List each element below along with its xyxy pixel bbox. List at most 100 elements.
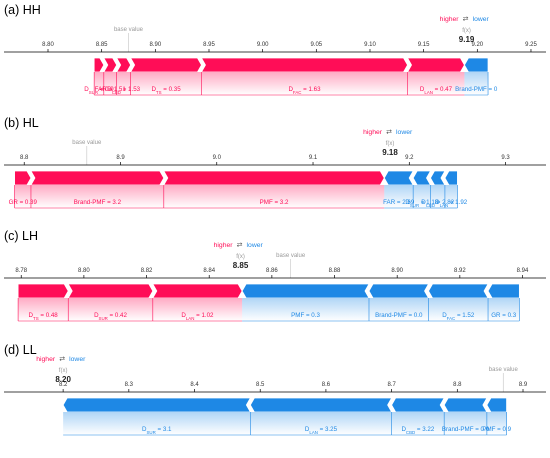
positive-bar-segment: [93, 57, 105, 73]
positive-shade: [18, 298, 69, 321]
legend: higher ⇄ lower: [363, 129, 413, 136]
base-value-label: base value: [72, 140, 102, 146]
x-tick-label: 8.88: [329, 268, 341, 274]
negative-shade: [430, 185, 445, 208]
feature-label: DSUR = 1.18: [405, 199, 438, 208]
negative-shade: [486, 412, 507, 435]
feature-label: DCBD = 3.22: [401, 426, 434, 435]
x-tick-label: 8.78: [15, 268, 27, 274]
x-tick-label: 8.80: [78, 268, 90, 274]
panel-title: (c) LH: [4, 229, 38, 243]
x-tick-label: 9.25: [525, 42, 537, 48]
positive-bar-segment: [129, 57, 202, 73]
feature-label: Brand-PMF = 0.0: [442, 426, 490, 433]
positive-bar-segment: [17, 283, 69, 299]
positive-shade: [152, 298, 243, 321]
negative-bar-segment: [412, 170, 432, 186]
x-tick-label: 9.15: [418, 42, 430, 48]
legend-higher: higher: [36, 356, 56, 363]
negative-shade: [428, 298, 489, 321]
legend-lower: lower: [473, 16, 490, 23]
feature-label: GR = 0.39: [9, 199, 38, 206]
fx-value: 9.19: [459, 35, 475, 44]
negative-bar-segment: [463, 57, 489, 73]
legend: higher ⇄ lower: [36, 356, 86, 363]
positive-bar-segment: [116, 57, 132, 73]
x-tick-label: 8.86: [266, 268, 278, 274]
legend-higher: higher: [363, 129, 383, 136]
feature-label: DSUR = 3.1: [142, 426, 172, 435]
x-tick-label: 8.4: [190, 382, 199, 388]
x-tick-label: 8.82: [141, 268, 153, 274]
negative-bar-segment: [368, 283, 430, 299]
x-tick-label: 8.95: [203, 42, 215, 48]
negative-shade: [488, 298, 520, 321]
x-tick-label: 8.9: [519, 382, 528, 388]
fx-label: f(x): [462, 28, 471, 34]
x-tick-label: 8.8: [20, 155, 29, 161]
arrows-icon: ⇄: [237, 242, 243, 249]
positive-shade: [14, 185, 31, 208]
feature-label: Brand-PMF = 0.0: [375, 312, 423, 319]
panel-title: (d) LL: [4, 343, 37, 357]
fx-label: f(x): [59, 368, 68, 374]
arrows-icon: ⇄: [59, 356, 65, 363]
negative-shade: [242, 298, 369, 321]
legend-higher: higher: [214, 242, 234, 249]
x-tick-label: 8.85: [96, 42, 108, 48]
negative-shade: [368, 298, 429, 321]
feature-label: DLAN = 1.02: [181, 312, 214, 321]
negative-shade: [444, 412, 487, 435]
x-tick-label: 8.5: [256, 382, 265, 388]
feature-label: DTS = 0.35: [151, 86, 181, 95]
x-tick-label: 9.20: [471, 42, 483, 48]
x-tick-label: 8.2: [59, 382, 68, 388]
positive-bar-segment: [200, 57, 409, 73]
x-tick-label: 9.05: [310, 42, 322, 48]
negative-bar-segment: [487, 283, 520, 299]
feature-label: FAR = 2.69: [383, 199, 415, 206]
negative-shade: [63, 412, 251, 435]
positive-bar-segment: [14, 170, 32, 186]
positive-shade: [163, 185, 385, 208]
x-tick-label: 8.3: [125, 382, 134, 388]
negative-bar-segment: [428, 283, 489, 299]
feature-label: DSUR = 0.42: [94, 312, 127, 321]
negative-bar-segment: [486, 397, 507, 413]
negative-bar-segment: [391, 397, 445, 413]
positive-bar-segment: [152, 283, 243, 299]
legend-lower: lower: [396, 129, 413, 136]
negative-bar-segment: [430, 170, 446, 186]
x-tick-label: 8.90: [149, 42, 161, 48]
x-tick-label: 8.92: [454, 268, 466, 274]
x-tick-label: 9.1: [309, 155, 318, 161]
x-tick-label: 8.80: [42, 42, 54, 48]
feature-label: Brand-PMF = 0: [455, 86, 498, 93]
x-tick-label: 8.6: [322, 382, 331, 388]
positive-bar-segment: [163, 170, 385, 186]
x-tick-label: 8.9: [116, 155, 125, 161]
fx-value: 8.20: [55, 375, 71, 384]
positive-bar-segment: [406, 57, 465, 73]
base-value-label: base value: [114, 27, 144, 33]
x-tick-label: 9.2: [405, 155, 414, 161]
feature-label: DCBD = 2.82: [421, 199, 454, 208]
arrows-icon: ⇄: [386, 129, 392, 136]
feature-label: DLAN = 3.25: [305, 426, 338, 435]
legend: higher ⇄ lower: [214, 242, 264, 249]
negative-shade: [444, 185, 458, 208]
negative-bar-segment: [249, 397, 393, 413]
feature-label: GR = 0.3: [491, 312, 516, 319]
fx-value: 8.85: [233, 261, 249, 270]
feature-label: DLAN = 0.47: [420, 86, 453, 95]
negative-bar-segment: [241, 283, 370, 299]
negative-shade: [413, 185, 431, 208]
positive-shade: [94, 72, 104, 95]
negative-shade: [250, 412, 392, 435]
negative-bar-segment: [383, 170, 414, 186]
